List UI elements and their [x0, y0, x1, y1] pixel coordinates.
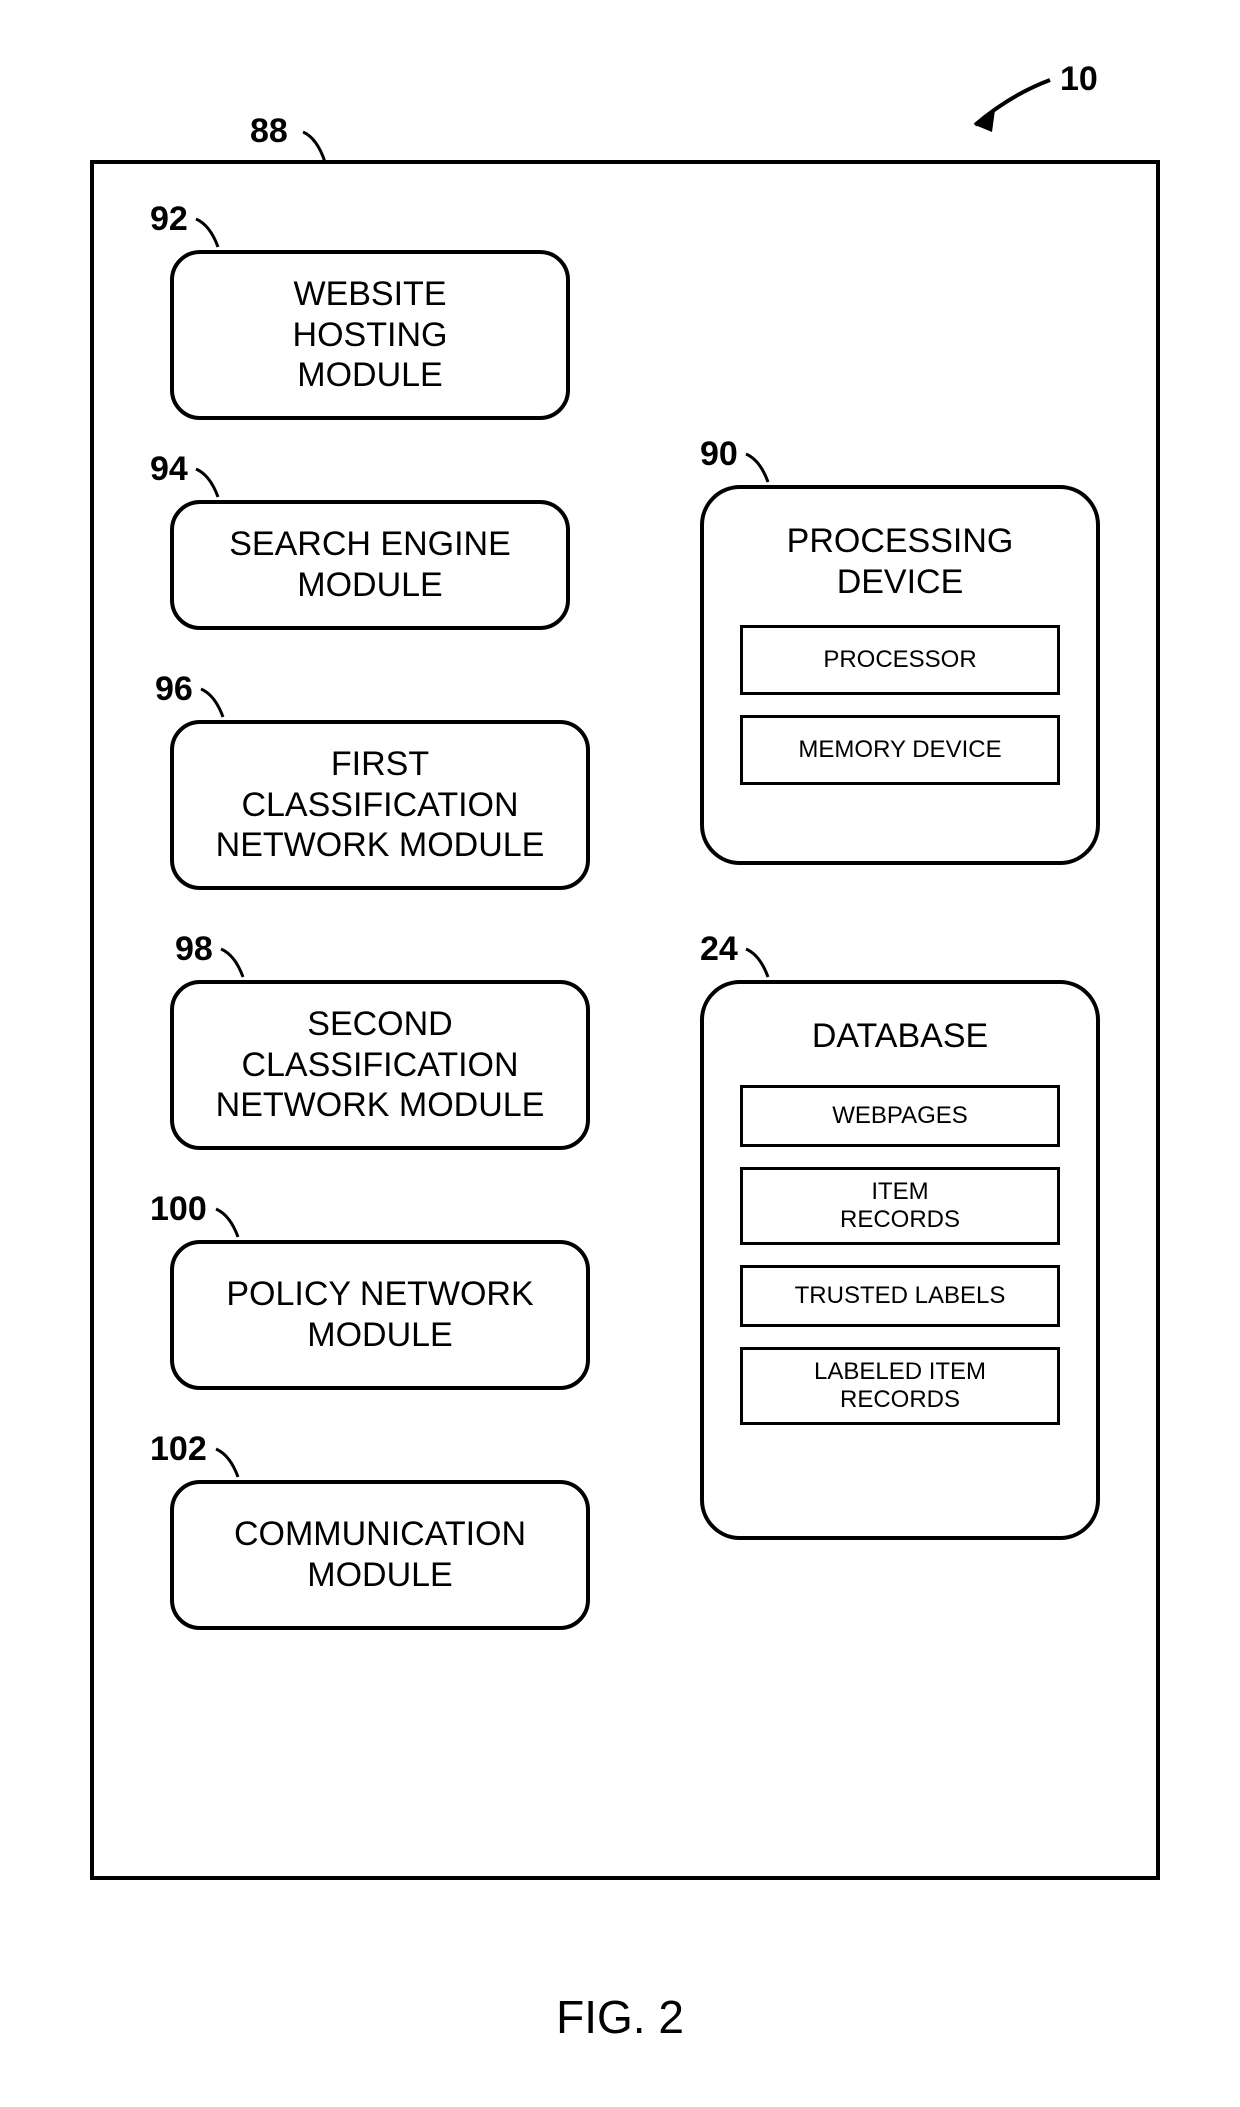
ref-label-100: 100 — [150, 1190, 207, 1229]
ref-label-92: 92 — [150, 200, 188, 239]
processing-device-item: PROCESSOR — [740, 625, 1060, 695]
module-text: SECOND CLASSIFICATION NETWORK MODULE — [216, 1004, 545, 1126]
ref-label-24: 24 — [700, 930, 738, 969]
module-second-classification: SECOND CLASSIFICATION NETWORK MODULE — [170, 980, 590, 1150]
module-text: SEARCH ENGINE MODULE — [229, 524, 511, 606]
module-text: COMMUNICATION MODULE — [234, 1514, 526, 1596]
database-item: ITEM RECORDS — [740, 1167, 1060, 1245]
module-text: FIRST CLASSIFICATION NETWORK MODULE — [216, 744, 545, 866]
database-item: WEBPAGES — [740, 1085, 1060, 1147]
database-title: DATABASE — [732, 1016, 1068, 1057]
ref-label-90: 90 — [700, 435, 738, 474]
database-item: TRUSTED LABELS — [740, 1265, 1060, 1327]
figure-canvas: 10 88 92 WEBSITE HOSTING MODULE 94 SEARC… — [0, 0, 1240, 2107]
figure-caption: FIG. 2 — [0, 1990, 1240, 2044]
ref-label-96: 96 — [155, 670, 193, 709]
processing-device-box: PROCESSING DEVICE PROCESSOR MEMORY DEVIC… — [700, 485, 1100, 865]
module-communication: COMMUNICATION MODULE — [170, 1480, 590, 1630]
ref-label-102: 102 — [150, 1430, 207, 1469]
module-first-classification: FIRST CLASSIFICATION NETWORK MODULE — [170, 720, 590, 890]
module-text: POLICY NETWORK MODULE — [226, 1274, 533, 1356]
module-search-engine: SEARCH ENGINE MODULE — [170, 500, 570, 630]
ref-label-10: 10 — [1060, 60, 1098, 99]
processing-device-item: MEMORY DEVICE — [740, 715, 1060, 785]
module-policy-network: POLICY NETWORK MODULE — [170, 1240, 590, 1390]
ref-label-94: 94 — [150, 450, 188, 489]
module-website-hosting: WEBSITE HOSTING MODULE — [170, 250, 570, 420]
database-box: DATABASE WEBPAGES ITEM RECORDS TRUSTED L… — [700, 980, 1100, 1540]
module-text: WEBSITE HOSTING MODULE — [293, 274, 448, 396]
ref-label-88: 88 — [250, 112, 288, 151]
arrow-10 — [950, 70, 1060, 150]
processing-device-title: PROCESSING DEVICE — [732, 521, 1068, 603]
ref-label-98: 98 — [175, 930, 213, 969]
database-item: LABELED ITEM RECORDS — [740, 1347, 1060, 1425]
